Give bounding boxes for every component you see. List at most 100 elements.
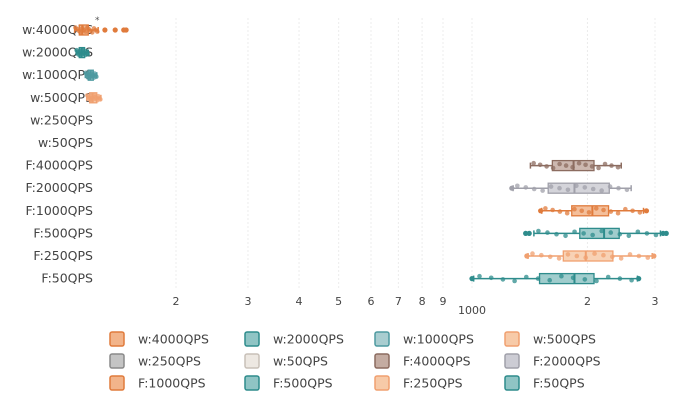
data-point	[89, 30, 95, 35]
data-point	[550, 207, 555, 213]
y-category-label: w:500QPS	[30, 90, 93, 105]
outlier-point	[643, 208, 650, 214]
y-category-label: F:1000QPS	[25, 203, 93, 218]
data-point	[574, 183, 579, 189]
data-point	[579, 208, 585, 214]
legend-label: F:1000QPS	[138, 376, 206, 391]
data-point	[557, 185, 562, 191]
data-point	[550, 165, 556, 171]
data-point	[617, 231, 623, 237]
data-point	[535, 276, 541, 281]
data-point	[590, 186, 596, 192]
x-tick-label: 3	[652, 295, 659, 308]
box-F:2000QPS	[509, 182, 632, 194]
data-point	[653, 232, 659, 238]
data-point	[624, 187, 630, 193]
legend-item: w:50QPS	[244, 353, 328, 369]
data-point	[615, 210, 621, 216]
data-point	[547, 254, 553, 260]
data-point	[570, 275, 576, 281]
data-point	[596, 165, 601, 171]
data-point	[601, 207, 606, 213]
legend-label: F:500QPS	[273, 376, 333, 391]
data-point	[627, 252, 633, 257]
asterisk-mark: *	[95, 16, 100, 26]
y-category-label: F:2000QPS	[25, 180, 93, 195]
data-point	[540, 188, 545, 193]
legend-label: w:1000QPS	[403, 332, 474, 347]
data-point	[557, 161, 562, 167]
legend-label: F:250QPS	[403, 376, 463, 391]
outlier-point	[526, 230, 532, 236]
data-point	[630, 208, 635, 214]
outlier-point	[524, 253, 530, 259]
data-point	[531, 160, 536, 166]
data-point	[547, 277, 553, 283]
y-category-label: w:250QPS	[30, 112, 93, 127]
legend-label: F:2000QPS	[533, 354, 601, 369]
data-point	[515, 183, 520, 189]
data-point	[608, 230, 614, 235]
data-point	[85, 51, 91, 57]
data-point	[635, 229, 641, 235]
data-point	[554, 231, 559, 237]
x-tick-label: 6	[368, 295, 375, 308]
data-point	[563, 163, 569, 168]
x-tick-label: 9	[440, 295, 447, 308]
legend-label: w:2000QPS	[273, 332, 344, 347]
data-point	[530, 251, 535, 256]
plot-area: *	[73, 16, 669, 285]
data-point	[539, 252, 544, 258]
data-point	[572, 206, 577, 212]
data-point	[607, 184, 613, 189]
outlier-point	[663, 230, 669, 236]
x-tick-label: 2	[584, 295, 591, 308]
data-point	[637, 210, 643, 215]
data-point	[559, 273, 564, 279]
legend-item: w:250QPS	[109, 353, 201, 369]
legend-item: F:500QPS	[244, 375, 333, 391]
data-point	[618, 256, 624, 261]
legend-item: w:500QPS	[504, 331, 596, 347]
box-F:1000QPS	[538, 205, 650, 217]
y-category-label: F:250QPS	[33, 248, 93, 263]
data-point	[477, 273, 482, 279]
outlier-point	[523, 230, 529, 236]
legend-label: w:250QPS	[138, 354, 201, 369]
data-point	[548, 184, 554, 189]
data-point	[78, 30, 83, 35]
outlier-point	[538, 208, 544, 214]
data-point	[576, 160, 582, 166]
box-w:2000QPS	[74, 46, 91, 59]
data-point	[95, 29, 100, 34]
y-category-label: F:50QPS	[41, 271, 93, 286]
outlier-point	[102, 27, 108, 33]
data-point	[599, 188, 604, 193]
legend-swatch	[244, 375, 260, 391]
data-point	[592, 251, 597, 256]
data-point	[583, 162, 588, 168]
legend-item: w:1000QPS	[374, 331, 474, 347]
legend-swatch	[504, 353, 520, 369]
gridlines	[175, 18, 656, 288]
data-point	[615, 164, 621, 170]
data-point	[609, 254, 615, 260]
data-point	[500, 277, 506, 282]
legend-swatch	[109, 375, 125, 391]
data-point	[602, 161, 608, 167]
box-F:500QPS	[523, 227, 669, 240]
data-point	[644, 231, 650, 236]
outlier-point	[636, 276, 642, 282]
y-category-label: w:50QPS	[38, 135, 93, 150]
data-point	[572, 229, 577, 235]
y-category-label: F:500QPS	[33, 225, 93, 240]
y-category-label: w:1000QPS	[22, 67, 93, 82]
x-tick-label: 2	[173, 295, 180, 308]
data-point	[593, 206, 599, 211]
data-point	[565, 187, 571, 193]
x-tick-label: 7	[395, 295, 402, 308]
data-point	[564, 210, 570, 216]
data-point	[617, 276, 623, 281]
data-point	[583, 255, 588, 260]
